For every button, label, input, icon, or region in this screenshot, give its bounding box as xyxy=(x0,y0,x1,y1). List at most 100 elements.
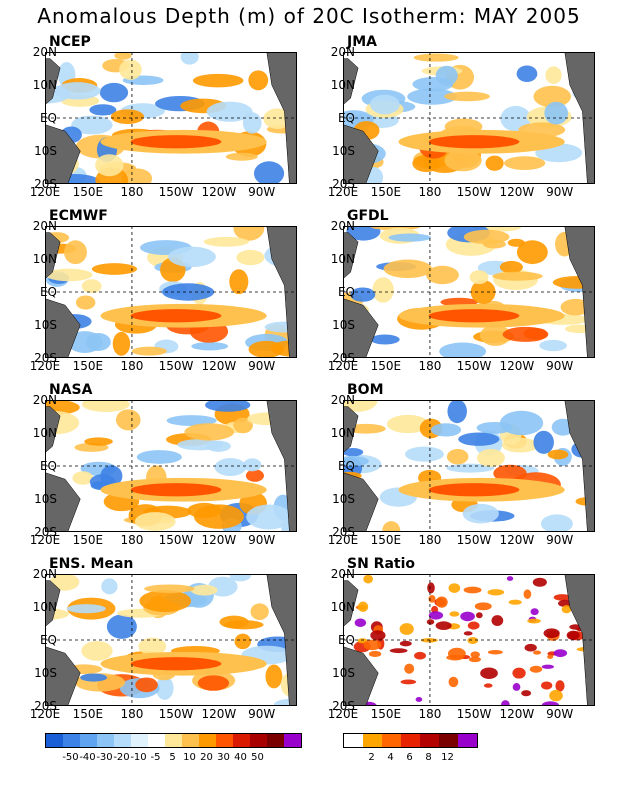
map-panel-bom: BOM 20N 10N EQ 10S 20S 120E 150E 180 150W 120W 90W xyxy=(328,382,611,547)
lon-label: 120W xyxy=(201,359,237,373)
map-panel-ens-mean: ENS. Mean 20N 10N EQ 10S 20S 120E 150E 180 150W 12… xyxy=(30,556,313,721)
lon-label: 90W xyxy=(546,707,574,721)
lon-label: 120E xyxy=(29,707,61,721)
colorbar-swatch xyxy=(165,734,182,747)
lat-label: 10S xyxy=(332,144,355,158)
lat-label: 10S xyxy=(34,492,57,506)
lon-label: 180 xyxy=(120,359,144,373)
lon-label: 90W xyxy=(546,185,574,199)
lat-label: EQ xyxy=(39,111,57,125)
colorbar-label: 6 xyxy=(406,752,413,763)
colorbar-swatch xyxy=(363,734,382,747)
colorbar-swatch xyxy=(250,734,267,747)
lon-label: 90W xyxy=(248,185,276,199)
lat-label: 20N xyxy=(330,393,355,407)
lon-label: 120W xyxy=(201,707,237,721)
panel-label: ENS. Mean xyxy=(49,556,134,572)
lon-label: 120W xyxy=(201,533,237,547)
lat-label: 20S xyxy=(34,177,57,191)
figure-title: Anomalous Depth (m) of 20C Isotherm: MAY… xyxy=(37,4,581,28)
lon-label: 120W xyxy=(499,533,535,547)
lon-label: 150E xyxy=(370,533,402,547)
lat-label: EQ xyxy=(337,633,355,647)
lon-label: 150E xyxy=(370,185,402,199)
colorbar-label: 4 xyxy=(387,752,394,763)
lon-label: 120E xyxy=(29,533,61,547)
lon-label: 150W xyxy=(456,707,492,721)
lon-label: 120E xyxy=(327,359,359,373)
map-panel-ncep: NCEP 20N 10N EQ 10S 20S 120E 150E 180 150W 120W 90W xyxy=(30,34,313,199)
colorbar-label: 5 xyxy=(169,752,176,763)
lon-label: 90W xyxy=(546,359,574,373)
lat-label: 10S xyxy=(332,666,355,680)
lon-label: 120W xyxy=(499,359,535,373)
anomaly-map xyxy=(45,574,297,706)
anomaly-map xyxy=(343,574,595,706)
colorbar-swatch xyxy=(80,734,97,747)
lon-label: 150W xyxy=(158,707,194,721)
colorbar-label: 30 xyxy=(217,752,230,763)
lon-label: 180 xyxy=(418,185,442,199)
lat-label: 10S xyxy=(34,318,57,332)
lon-label: 150W xyxy=(456,533,492,547)
lat-label: 10S xyxy=(34,144,57,158)
colorbar-swatch xyxy=(182,734,199,747)
panel-label: BOM xyxy=(347,382,384,398)
colorbar-swatch xyxy=(148,734,165,747)
map-panel-jma: JMA 20N 10N EQ 10S 20S 120E 150E 180 150W 120W 90W xyxy=(328,34,611,199)
lon-label: 150E xyxy=(370,359,402,373)
colorbar-swatch xyxy=(46,734,63,747)
lon-label: 150E xyxy=(72,707,104,721)
anomaly-map xyxy=(343,226,595,358)
lon-label: 90W xyxy=(546,533,574,547)
colorbar-swatch xyxy=(344,734,363,747)
lon-label: 180 xyxy=(120,533,144,547)
map-panel-nasa: NASA 20N 10N EQ 10S 20S 120E 150E 180 150W 120W 90W xyxy=(30,382,313,547)
colorbar-swatch xyxy=(267,734,284,747)
colorbar-label: -50 xyxy=(62,752,79,763)
lon-label: 120E xyxy=(29,185,61,199)
lon-label: 120E xyxy=(327,707,359,721)
colorbar-swatch xyxy=(420,734,439,747)
lon-label: 150W xyxy=(158,359,194,373)
lon-label: 120W xyxy=(201,185,237,199)
snratio-colorbar xyxy=(343,733,478,748)
colorbar-swatch xyxy=(401,734,420,747)
lat-label: 10S xyxy=(34,666,57,680)
lat-label: 20S xyxy=(332,525,355,539)
lat-label: 20N xyxy=(32,45,57,59)
lat-label: 10N xyxy=(330,600,355,614)
lon-label: 150E xyxy=(72,359,104,373)
lon-label: 120W xyxy=(499,707,535,721)
lon-label: 180 xyxy=(120,707,144,721)
lat-label: 20N xyxy=(330,45,355,59)
lat-label: 20N xyxy=(32,219,57,233)
panel-label: JMA xyxy=(347,34,377,50)
anomaly-map xyxy=(45,52,297,184)
anomaly-colorbar xyxy=(45,733,302,748)
lon-label: 120W xyxy=(499,185,535,199)
lon-label: 90W xyxy=(248,359,276,373)
lat-label: EQ xyxy=(337,459,355,473)
lon-label: 120E xyxy=(29,359,61,373)
colorbar-label: -40 xyxy=(79,752,96,763)
lat-label: 10N xyxy=(330,78,355,92)
colorbar-swatch xyxy=(97,734,114,747)
colorbar-label: 20 xyxy=(200,752,213,763)
lat-label: 20N xyxy=(330,219,355,233)
anomaly-map xyxy=(343,400,595,532)
lat-label: EQ xyxy=(337,111,355,125)
lon-label: 150W xyxy=(158,533,194,547)
lon-label: 150E xyxy=(72,533,104,547)
map-panel-sn-ratio: SN Ratio 20N 10N EQ 10S 20S 120E 150E 180 150W 120… xyxy=(328,556,611,721)
colorbar-label: 40 xyxy=(234,752,247,763)
lat-label: 10N xyxy=(330,426,355,440)
anomaly-map xyxy=(45,400,297,532)
lat-label: 20N xyxy=(32,393,57,407)
colorbar-label: 50 xyxy=(251,752,264,763)
lat-label: 10N xyxy=(32,426,57,440)
lon-label: 90W xyxy=(248,707,276,721)
colorbar-swatch xyxy=(199,734,216,747)
lon-label: 150E xyxy=(370,707,402,721)
lat-label: 20N xyxy=(330,567,355,581)
